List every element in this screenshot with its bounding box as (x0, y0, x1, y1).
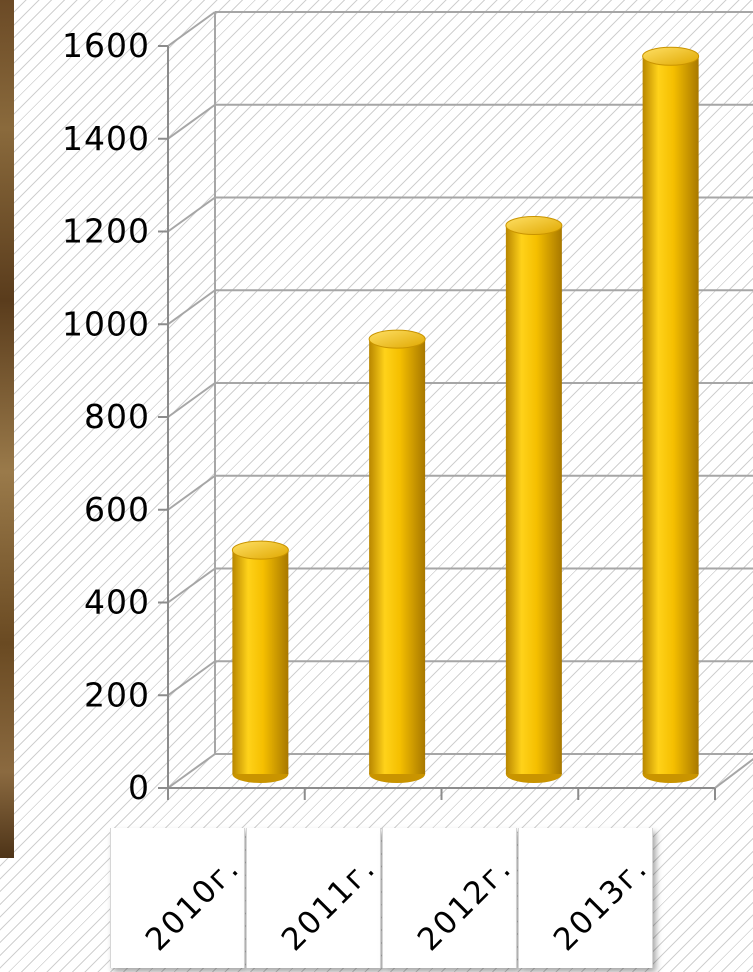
bar (231, 540, 289, 783)
bar-layer (231, 46, 700, 783)
floor-edge (714, 758, 753, 789)
bar-top (642, 46, 700, 66)
axis-layer (158, 12, 753, 800)
gridline-depth (167, 474, 216, 511)
bar (368, 329, 426, 783)
x-category-card: 2012г. (382, 828, 519, 968)
gridline-depth (167, 660, 216, 697)
y-tick-label: 1400 (62, 119, 150, 158)
x-tick-label: 2010г. (138, 849, 248, 959)
x-tick-label: 2011г. (274, 849, 384, 959)
bar-top (368, 329, 426, 349)
y-tick-label: 0 (128, 768, 150, 807)
bar (642, 46, 700, 783)
tick-layer: 0 200 400 600 800 1000 1200 1400 1600 (62, 26, 150, 807)
bar-top (231, 540, 289, 560)
x-category-card: 2011г. (246, 828, 383, 968)
gridline-depth (167, 567, 216, 604)
y-tick-label: 1000 (62, 304, 150, 343)
bar (505, 216, 563, 783)
bar-top (505, 216, 563, 235)
x-category-card: 2010г. (110, 828, 247, 968)
y-tick-label: 200 (84, 675, 150, 714)
gridline-depth (167, 196, 216, 233)
y-tick-label: 1200 (62, 212, 150, 251)
gridline-depth (167, 11, 216, 47)
x-tick-label: 2012г. (410, 849, 520, 959)
y-tick-label: 600 (84, 490, 150, 529)
y-tick-label: 400 (84, 583, 150, 622)
gridline-depth (167, 103, 216, 140)
background-photo-strip (0, 0, 14, 858)
gridline-depth (167, 382, 216, 418)
gridline-depth (167, 289, 216, 326)
y-tick-label: 800 (84, 397, 150, 436)
x-category-card: 2013г. (518, 828, 655, 968)
gridline-depth (167, 753, 216, 789)
x-tick-label: 2013г. (546, 849, 656, 959)
y-tick-label: 1600 (62, 26, 150, 65)
